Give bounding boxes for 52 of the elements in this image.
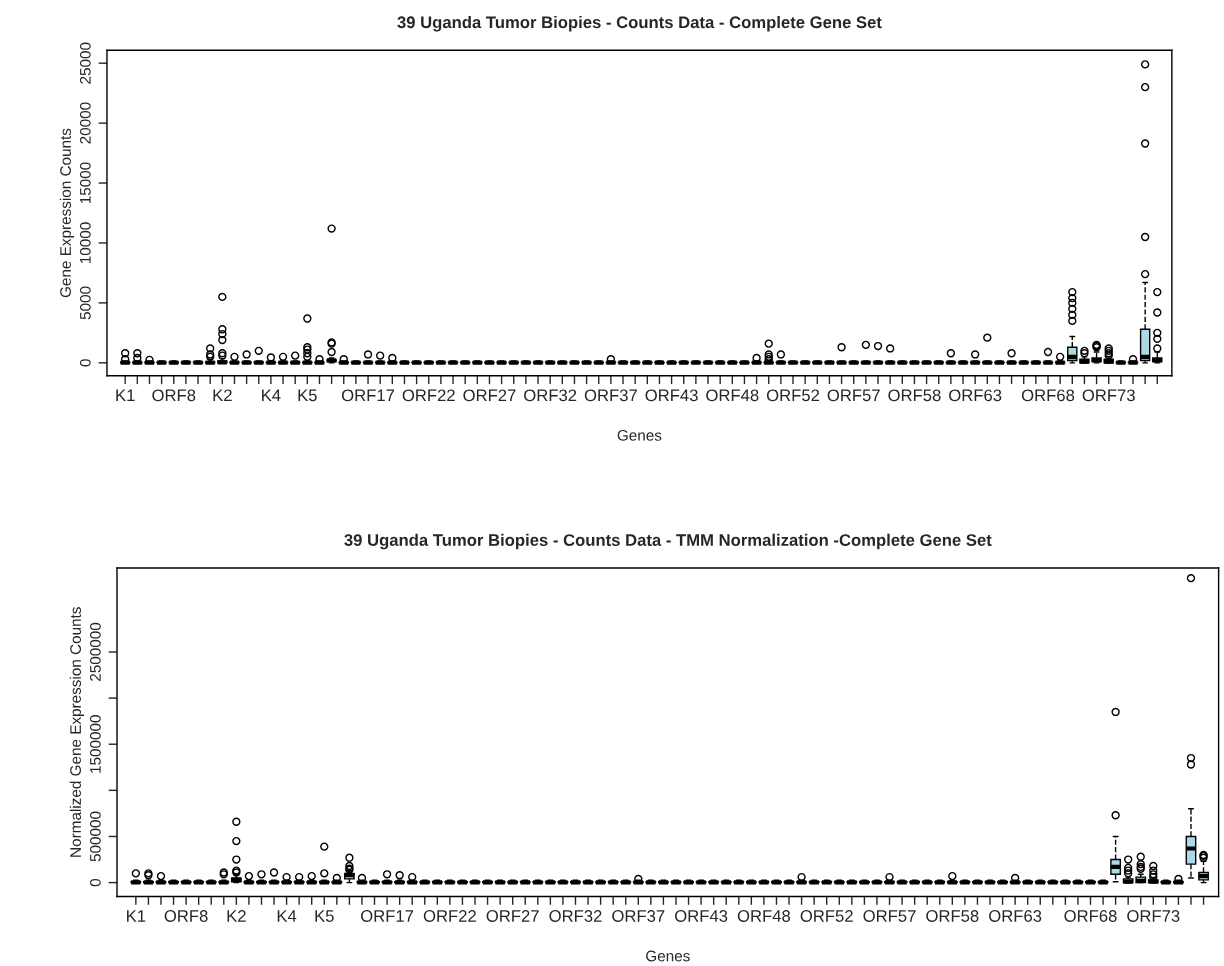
x-tick-label: ORF68 bbox=[1021, 389, 1075, 402]
x-tick-label: ORF27 bbox=[463, 389, 516, 402]
x-tick-label: ORF73 bbox=[1082, 389, 1135, 402]
y-tick-label: 0 bbox=[89, 878, 101, 887]
y-tick-label: 15000 bbox=[79, 162, 91, 204]
x-tick-label: ORF22 bbox=[423, 910, 476, 922]
chart-title: 39 Uganda Tumor Biopies - Counts Data - Complete Gene Set bbox=[397, 15, 882, 32]
x-tick-label: K1 bbox=[127, 910, 146, 922]
x-tick-label: ORF43 bbox=[675, 910, 728, 922]
x-tick-label: K5 bbox=[315, 910, 334, 922]
x-tick-label: ORF52 bbox=[766, 389, 820, 402]
x-tick-label: ORF58 bbox=[926, 910, 979, 922]
y-tick-label: 1500000 bbox=[89, 715, 101, 773]
y-tick-label: 5000 bbox=[79, 286, 91, 320]
y-tick-label: 20000 bbox=[79, 102, 91, 144]
x-tick-label: ORF48 bbox=[706, 389, 759, 402]
x-tick-label: ORF22 bbox=[402, 389, 455, 402]
x-tick-label: ORF63 bbox=[989, 910, 1042, 922]
x-axis-title: Genes bbox=[617, 429, 662, 441]
y-axis-title: Normalized Gene Expression Counts bbox=[69, 607, 85, 857]
x-tick-label: ORF52 bbox=[800, 910, 853, 922]
x-tick-label: K1 bbox=[116, 389, 135, 402]
x-tick-label: ORF32 bbox=[524, 389, 577, 402]
chart-title: 39 Uganda Tumor Biopies - Counts Data - TMM Normalization -Complete Gene Set bbox=[344, 533, 992, 550]
x-tick-label: ORF57 bbox=[863, 910, 916, 922]
x-tick-label: ORF17 bbox=[341, 389, 395, 402]
x-tick-label: ORF48 bbox=[737, 910, 791, 922]
x-tick-label: ORF63 bbox=[949, 389, 1002, 402]
x-tick-label: ORF58 bbox=[888, 389, 941, 402]
x-tick-label: ORF73 bbox=[1127, 910, 1180, 922]
x-tick-label: ORF43 bbox=[645, 389, 698, 402]
x-tick-label: ORF32 bbox=[549, 910, 602, 922]
x-tick-label: ORF57 bbox=[827, 389, 880, 402]
x-tick-label: K2 bbox=[227, 910, 246, 922]
y-tick-label: 25000 bbox=[79, 42, 91, 84]
x-tick-label: ORF37 bbox=[584, 389, 637, 402]
x-tick-label: K5 bbox=[298, 389, 317, 402]
x-tick-label: K4 bbox=[277, 910, 297, 922]
x-tick-label: ORF8 bbox=[152, 389, 196, 402]
x-tick-label: ORF8 bbox=[164, 910, 208, 922]
x-tick-label: ORF68 bbox=[1064, 910, 1117, 922]
x-tick-label: ORF27 bbox=[486, 910, 539, 922]
y-tick-label: 2500000 bbox=[89, 622, 101, 681]
x-tick-label: K2 bbox=[213, 389, 232, 402]
x-tick-label: K4 bbox=[262, 389, 281, 402]
y-tick-label: 0 bbox=[79, 359, 91, 367]
x-tick-label: ORF17 bbox=[361, 910, 414, 922]
x-axis-title: Genes bbox=[646, 950, 690, 962]
y-tick-label: 500000 bbox=[89, 811, 101, 862]
x-tick-label: ORF37 bbox=[612, 910, 665, 922]
y-axis-title: Gene Expression Counts bbox=[59, 128, 74, 298]
y-tick-label: 10000 bbox=[79, 222, 91, 264]
